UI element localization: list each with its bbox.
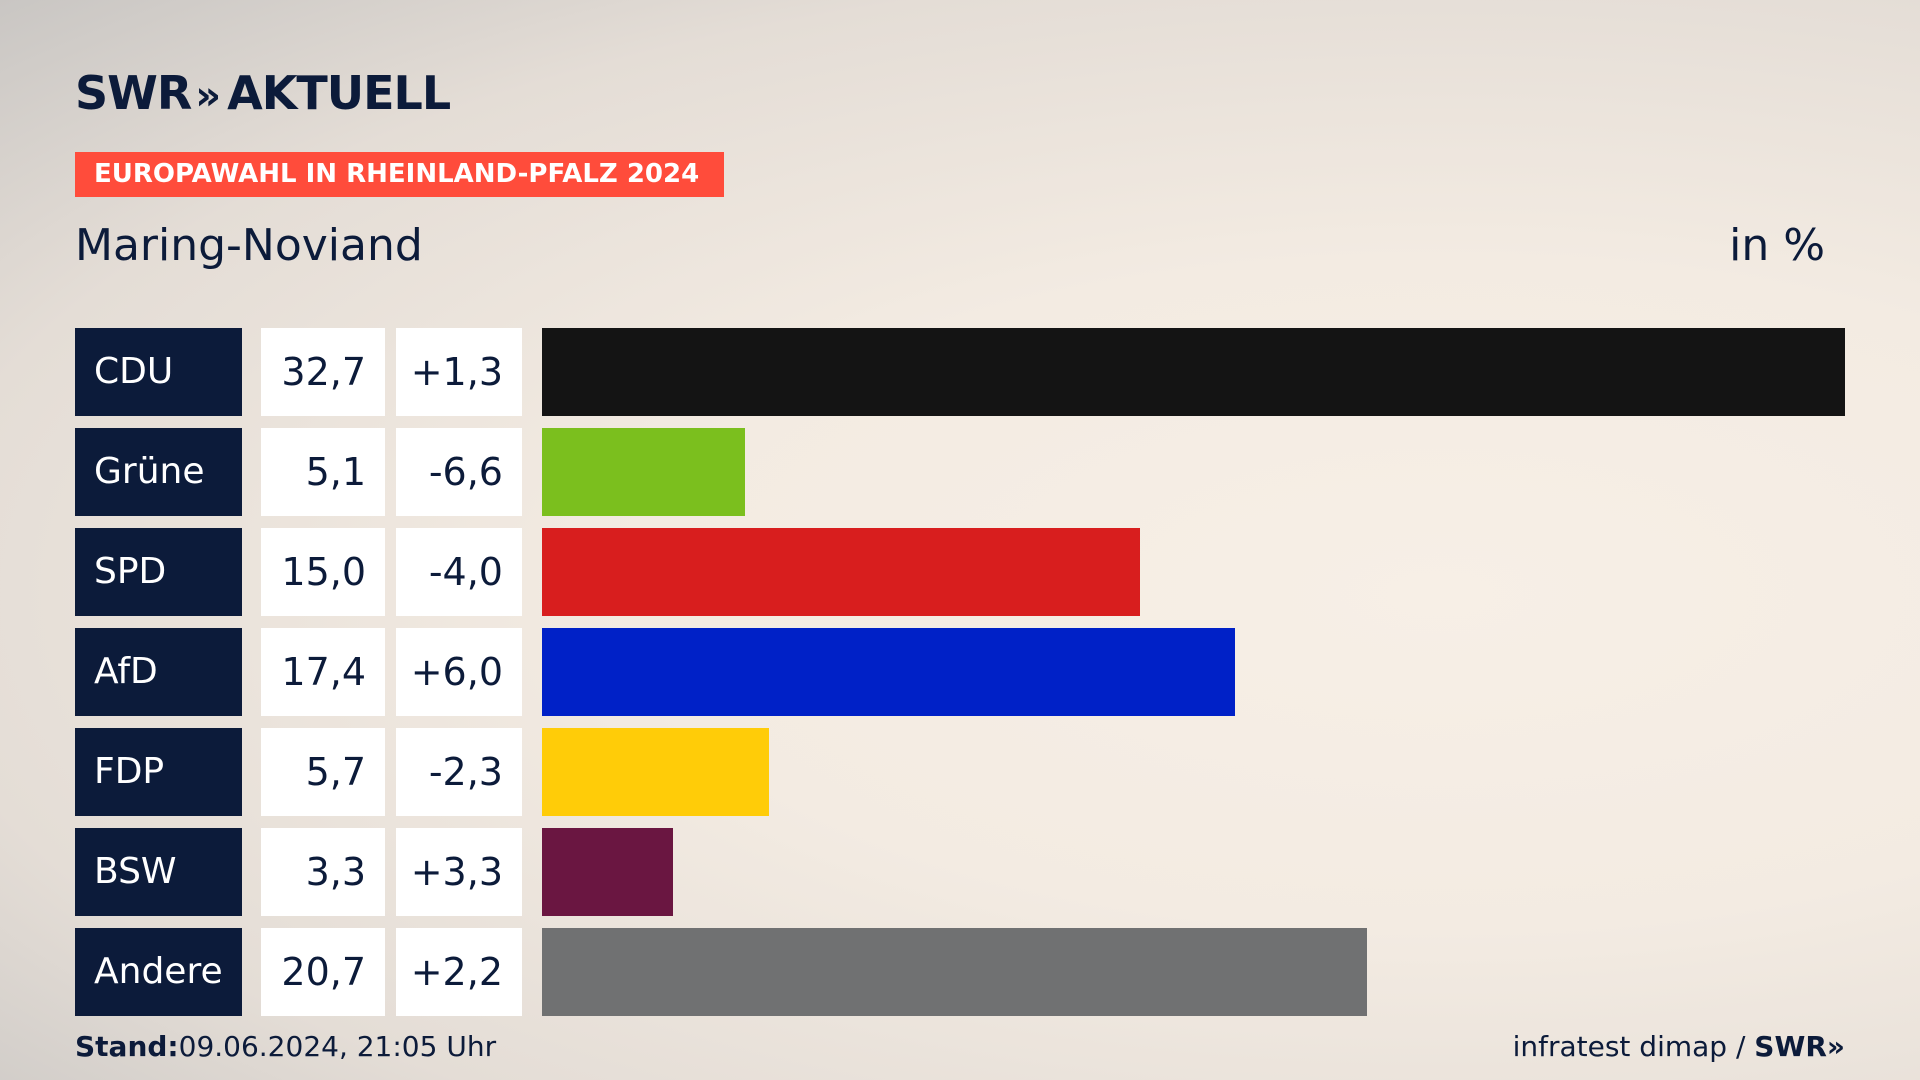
result-row: Grüne 5,1 -6,6: [75, 428, 1845, 516]
source-text: infratest dimap /: [1512, 1030, 1755, 1063]
place-title: Maring-Noviand: [75, 220, 423, 271]
swr-aktuell-logo: SWR» AKTUELL: [75, 66, 451, 120]
timestamp: Stand:09.06.2024, 21:05 Uhr: [75, 1030, 496, 1063]
vote-share-bar: [542, 328, 1845, 416]
vote-share-label: 3,3: [261, 828, 385, 916]
party-label: BSW: [75, 828, 242, 916]
vote-share-bar: [542, 528, 1140, 616]
vote-share-label: 5,1: [261, 428, 385, 516]
result-row: BSW 3,3 +3,3: [75, 828, 1845, 916]
stand-label: Stand:: [75, 1030, 179, 1063]
party-label: FDP: [75, 728, 242, 816]
change-label: -6,6: [396, 428, 522, 516]
vote-share-label: 15,0: [261, 528, 385, 616]
vote-share-bar: [542, 428, 745, 516]
result-row: AfD 17,4 +6,0: [75, 628, 1845, 716]
vote-share-label: 20,7: [261, 928, 385, 1016]
result-row: CDU 32,7 +1,3: [75, 328, 1845, 416]
swr-small-logo: SWR»: [1754, 1030, 1845, 1063]
source-credit: infratest dimap / SWR»: [1513, 1030, 1845, 1063]
party-label: CDU: [75, 328, 242, 416]
vote-share-label: 5,7: [261, 728, 385, 816]
change-label: +2,2: [396, 928, 522, 1016]
result-row: SPD 15,0 -4,0: [75, 528, 1845, 616]
party-label: Grüne: [75, 428, 242, 516]
result-row: FDP 5,7 -2,3: [75, 728, 1845, 816]
double-chevron-icon: »: [195, 73, 221, 119]
party-label: AfD: [75, 628, 242, 716]
change-label: -4,0: [396, 528, 522, 616]
vote-share-bar: [542, 828, 673, 916]
result-row: Andere 20,7 +2,2: [75, 928, 1845, 1016]
party-label: Andere: [75, 928, 242, 1016]
vote-share-bar: [542, 628, 1235, 716]
vote-share-label: 17,4: [261, 628, 385, 716]
election-tag: EUROPAWAHL IN RHEINLAND-PFALZ 2024: [75, 152, 724, 197]
stand-value: 09.06.2024, 21:05 Uhr: [178, 1030, 497, 1063]
change-label: -2,3: [396, 728, 522, 816]
change-label: +1,3: [396, 328, 522, 416]
change-label: +3,3: [396, 828, 522, 916]
unit-label: in %: [1729, 220, 1825, 271]
vote-share-label: 32,7: [261, 328, 385, 416]
aktuell-wordmark: AKTUELL: [227, 66, 451, 120]
swr-wordmark: SWR: [75, 66, 192, 120]
vote-share-bar: [542, 728, 769, 816]
party-label: SPD: [75, 528, 242, 616]
change-label: +6,0: [396, 628, 522, 716]
vote-share-bar: [542, 928, 1367, 1016]
